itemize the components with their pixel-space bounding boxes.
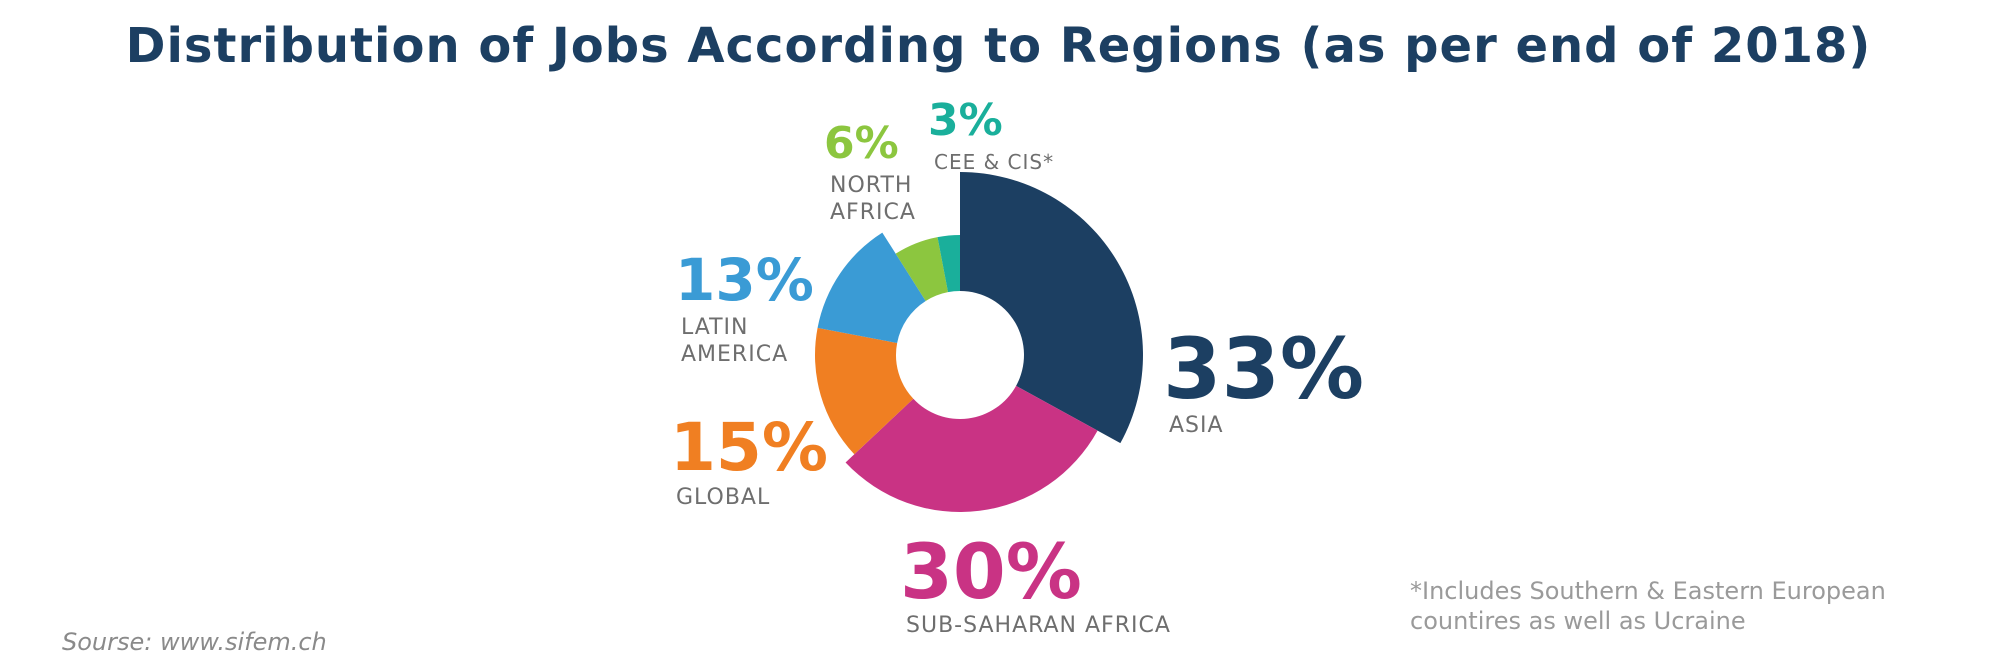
- category-label-north-africa: NORTH: [830, 173, 912, 198]
- value-label-sub-saharan-africa: 30%: [900, 527, 1082, 616]
- slice-sub-saharan-africa: [845, 385, 1098, 513]
- category-label-global: GLOBAL: [676, 485, 770, 510]
- source-credit: Sourse: www.sifem.ch: [62, 628, 327, 656]
- category-label-asia: ASIA: [1169, 413, 1224, 438]
- slice-cee-cis: [937, 235, 960, 293]
- slice-latin-america: [817, 232, 926, 344]
- category-label-cee-cis: CEE & CIS*: [934, 150, 1054, 174]
- slice-asia: [960, 172, 1143, 444]
- category-label-sub-saharan-africa: SUB-SAHARAN AFRICA: [906, 613, 1171, 638]
- slice-global: [815, 327, 914, 455]
- category-label-north-africa: AFRICA: [830, 200, 916, 225]
- donut-slices: [815, 172, 1143, 513]
- category-label-latin-america: LATIN: [681, 315, 749, 340]
- chart-title: Distribution of Jobs According to Region…: [125, 18, 1872, 74]
- footnote-line-1: *Includes Southern & Eastern European: [1410, 577, 1886, 605]
- slice-north-africa: [895, 237, 949, 301]
- value-label-latin-america: 13%: [675, 246, 814, 314]
- value-label-north-africa: 6%: [824, 118, 899, 169]
- footnote: *Includes Southern & Eastern European co…: [1410, 576, 1970, 636]
- value-label-global: 15%: [670, 409, 828, 486]
- category-label-latin-america: AMERICA: [681, 342, 788, 367]
- value-label-asia: 33%: [1163, 320, 1364, 418]
- slice-labels: 33%ASIA 30%SUB-SAHARAN AFRICA 15%GLOBAL 13%…: [670, 95, 1364, 638]
- value-label-cee-cis: 3%: [928, 95, 1003, 146]
- footnote-line-2: countires as well as Ucraine: [1410, 607, 1746, 635]
